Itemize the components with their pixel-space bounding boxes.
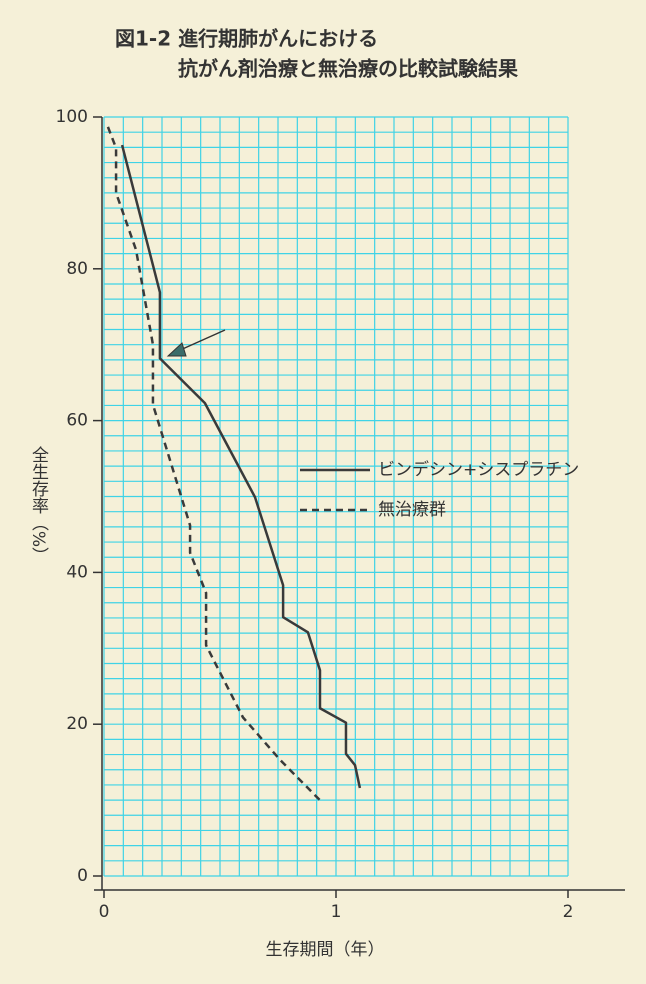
legend-label: ビンデシン+シスプラチン — [378, 459, 579, 480]
x-tick-label: 2 — [563, 902, 574, 922]
x-axis-label: 生存期間（年） — [266, 940, 385, 960]
y-tick-label: 40 — [66, 562, 88, 582]
legend-label: 無治療群 — [378, 500, 446, 520]
x-tick-label: 1 — [331, 902, 342, 922]
series-line — [106, 126, 323, 804]
series-line — [120, 144, 362, 789]
y-axis-label: 全生存率（%） — [28, 446, 49, 564]
chart-title: 抗がん剤治療と無治療の比較試験結果 — [178, 57, 518, 81]
plot: 0 20 40 60 80 100 0 1 2 — [56, 107, 625, 922]
y-tick-label: 100 — [56, 107, 88, 127]
y-tick-label: 60 — [66, 411, 88, 431]
annotation-arrow — [177, 329, 226, 352]
y-tick-label: 0 — [77, 866, 88, 886]
x-tick-label: 0 — [99, 902, 110, 922]
y-tick-label: 80 — [66, 259, 88, 279]
annotation-arrowhead — [166, 342, 187, 357]
y-tick-label: 20 — [66, 714, 88, 734]
chart-title: 図1-2 進行期肺がんにおける — [115, 27, 378, 51]
